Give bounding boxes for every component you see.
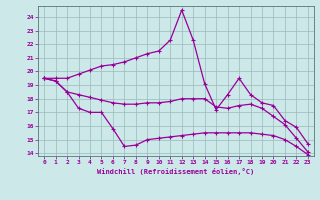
X-axis label: Windchill (Refroidissement éolien,°C): Windchill (Refroidissement éolien,°C) — [97, 168, 255, 175]
